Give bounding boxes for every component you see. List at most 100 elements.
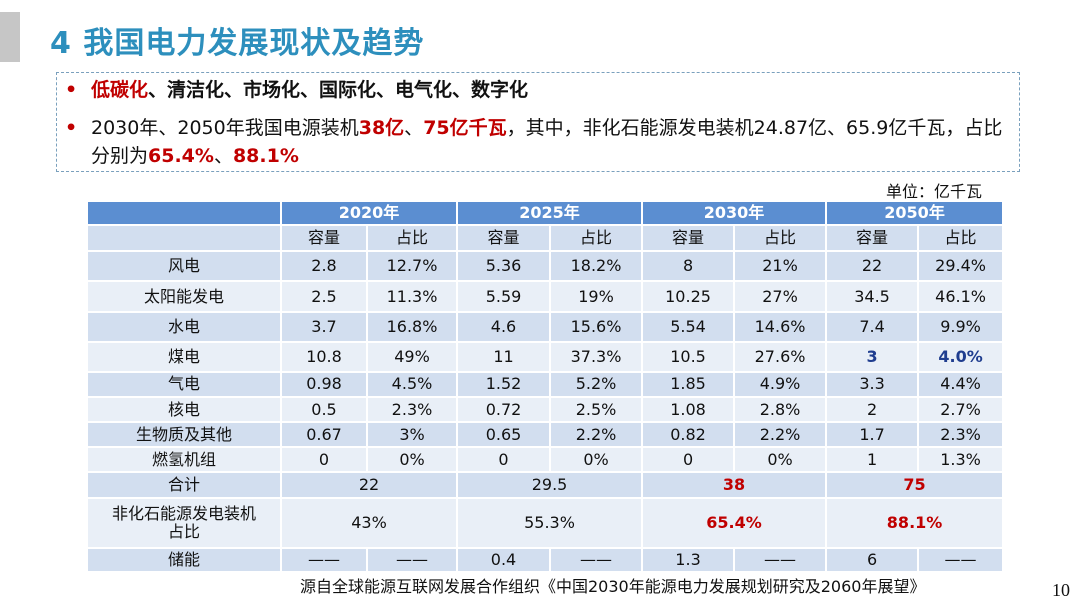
table-cell: 0 <box>456 446 552 474</box>
table-cell: 1.3 <box>641 546 736 574</box>
bullet-mark: • <box>65 117 78 139</box>
row-label-line1: 非化石能源发电装机 <box>111 503 256 523</box>
table-cell: 0 <box>280 446 368 474</box>
table-cell: 4.5% <box>365 370 459 399</box>
capacity-2050: 75亿千瓦 <box>423 117 507 139</box>
table-cell: 5.54 <box>641 310 736 343</box>
table-cell: 4.9% <box>733 370 828 399</box>
share-2030: 65.4% <box>148 145 214 167</box>
table-row: 核电 0.5 2.3% 0.72 2.5% 1.08 2.8% 2 2.7% <box>86 396 1005 424</box>
table-cell: 6 <box>825 546 920 574</box>
table-cell: 5.36 <box>456 250 552 283</box>
storage-row: 储能 —— —— 0.4 —— 1.3 —— 6 —— <box>86 546 1005 574</box>
table-cell: 14.6% <box>733 310 828 343</box>
table-cell: 0.65 <box>456 421 552 449</box>
capacity-text-part: 2030年、2050年我国电源装机 <box>91 117 359 139</box>
table-cell: 2.7% <box>917 396 1005 424</box>
table-cell: 10.8 <box>280 340 368 373</box>
table-cell: 4.6 <box>456 310 552 343</box>
table-cell: 46.1% <box>917 280 1005 313</box>
total-cell: 22 <box>279 471 459 499</box>
table-cell: 10.25 <box>641 280 736 313</box>
trend-low-carbon: 低碳化 <box>91 79 149 101</box>
row-label: 核电 <box>86 396 282 424</box>
year-header: 2025年 <box>456 199 644 227</box>
bullet-mark: • <box>65 79 78 101</box>
table-cell: 1 <box>825 446 920 474</box>
col-share: 占比 <box>733 224 828 253</box>
col-capacity: 容量 <box>456 224 552 253</box>
table-cell: 3.3 <box>825 370 920 399</box>
table-cell: 27% <box>733 280 828 313</box>
table-cell: 2.2% <box>733 421 828 449</box>
table-row: 气电 0.98 4.5% 1.52 5.2% 1.85 4.9% 3.3 4.4… <box>86 370 1005 399</box>
table-row: 煤电 10.8 49% 11 37.3% 10.5 27.6% 3 4.0% <box>86 340 1005 373</box>
total-row: 合计 22 29.5 38 75 <box>86 471 1005 499</box>
row-label: 生物质及其他 <box>86 421 282 449</box>
table-cell: 18.2% <box>549 250 644 283</box>
trend-others: 、清洁化、市场化、国际化、电气化、数字化 <box>148 79 529 101</box>
table-cell: 5.59 <box>456 280 552 313</box>
table-cell: 2.2% <box>549 421 644 449</box>
table-cell: 0.4 <box>456 546 552 574</box>
subheader-row: 容量 占比 容量 占比 容量 占比 容量 占比 <box>86 224 1005 253</box>
col-share: 占比 <box>917 224 1005 253</box>
table-cell: —— <box>549 546 644 574</box>
table-cell: 11.3% <box>365 280 459 313</box>
row-label: 太阳能发电 <box>86 280 282 313</box>
table-cell: 8 <box>641 250 736 283</box>
col-capacity: 容量 <box>825 224 920 253</box>
page-number: 10 <box>1052 580 1070 600</box>
bullet-capacity: • 2030年、2050年我国电源装机38亿、75亿千瓦，其中，非化石能源发电装… <box>65 114 1005 170</box>
table-cell: 37.3% <box>549 340 644 373</box>
table-cell: 0.5 <box>280 396 368 424</box>
table-cell: 21% <box>733 250 828 283</box>
table-cell: 5.2% <box>549 370 644 399</box>
table-cell: 1.3% <box>917 446 1005 474</box>
table-cell: 2 <box>825 396 920 424</box>
table-cell: 0% <box>733 446 828 474</box>
table-cell: —— <box>917 546 1005 574</box>
table-cell: —— <box>280 546 368 574</box>
row-label: 煤电 <box>86 340 282 373</box>
year-header: 2030年 <box>641 199 828 227</box>
table-cell: 10.5 <box>641 340 736 373</box>
year-header: 2020年 <box>279 199 459 227</box>
table-cell: 15.6% <box>549 310 644 343</box>
table-cell: 1.7 <box>825 421 920 449</box>
table-cell: 2.5 <box>280 280 368 313</box>
table-cell: 22 <box>825 250 920 283</box>
bullet-trends-text: 低碳化、清洁化、市场化、国际化、电气化、数字化 <box>65 76 1005 104</box>
capacity-table: 2020年 2025年 2030年 2050年 容量 占比 容量 占比 容量 占… <box>86 199 1005 574</box>
year-header-row: 2020年 2025年 2030年 2050年 <box>86 199 1005 227</box>
table-cell: 0.67 <box>280 421 368 449</box>
table-cell: 49% <box>365 340 459 373</box>
table-cell: 0% <box>365 446 459 474</box>
table-cell: —— <box>733 546 828 574</box>
table-cell: 1.85 <box>641 370 736 399</box>
share-cell-highlight: 88.1% <box>825 496 1005 549</box>
table-cell: 2.3% <box>917 421 1005 449</box>
capacity-text-part: ，其中，非化石能源发电装机24.87亿、65.9亿千瓦，占比分别为 <box>91 117 1003 167</box>
title-accent-bar <box>0 12 20 62</box>
year-header: 2050年 <box>825 199 1005 227</box>
share-cell-highlight: 65.4% <box>641 496 828 549</box>
key-points-box: • 低碳化、清洁化、市场化、国际化、电气化、数字化 • 2030年、2050年我… <box>56 72 1020 172</box>
table-cell: 34.5 <box>825 280 920 313</box>
table-cell: 3% <box>365 421 459 449</box>
table-cell: —— <box>365 546 459 574</box>
table-cell: 1.08 <box>641 396 736 424</box>
row-label-two-line: 非化石能源发电装机 占比 <box>86 496 282 549</box>
table-cell: 29.4% <box>917 250 1005 283</box>
capacity-2030: 38亿 <box>358 117 405 139</box>
row-label: 储能 <box>86 546 282 574</box>
share-2050: 88.1% <box>232 145 299 167</box>
table-cell: 12.7% <box>365 250 459 283</box>
table-cell: 2.8% <box>733 396 828 424</box>
row-label-line2: 占比 <box>167 521 200 541</box>
table-cell: 7.4 <box>825 310 920 343</box>
table-cell: 2.8 <box>280 250 368 283</box>
total-cell-highlight: 38 <box>641 471 828 499</box>
table-cell: 27.6% <box>733 340 828 373</box>
slide-title: 4 我国电力发展现状及趋势 <box>50 26 425 61</box>
